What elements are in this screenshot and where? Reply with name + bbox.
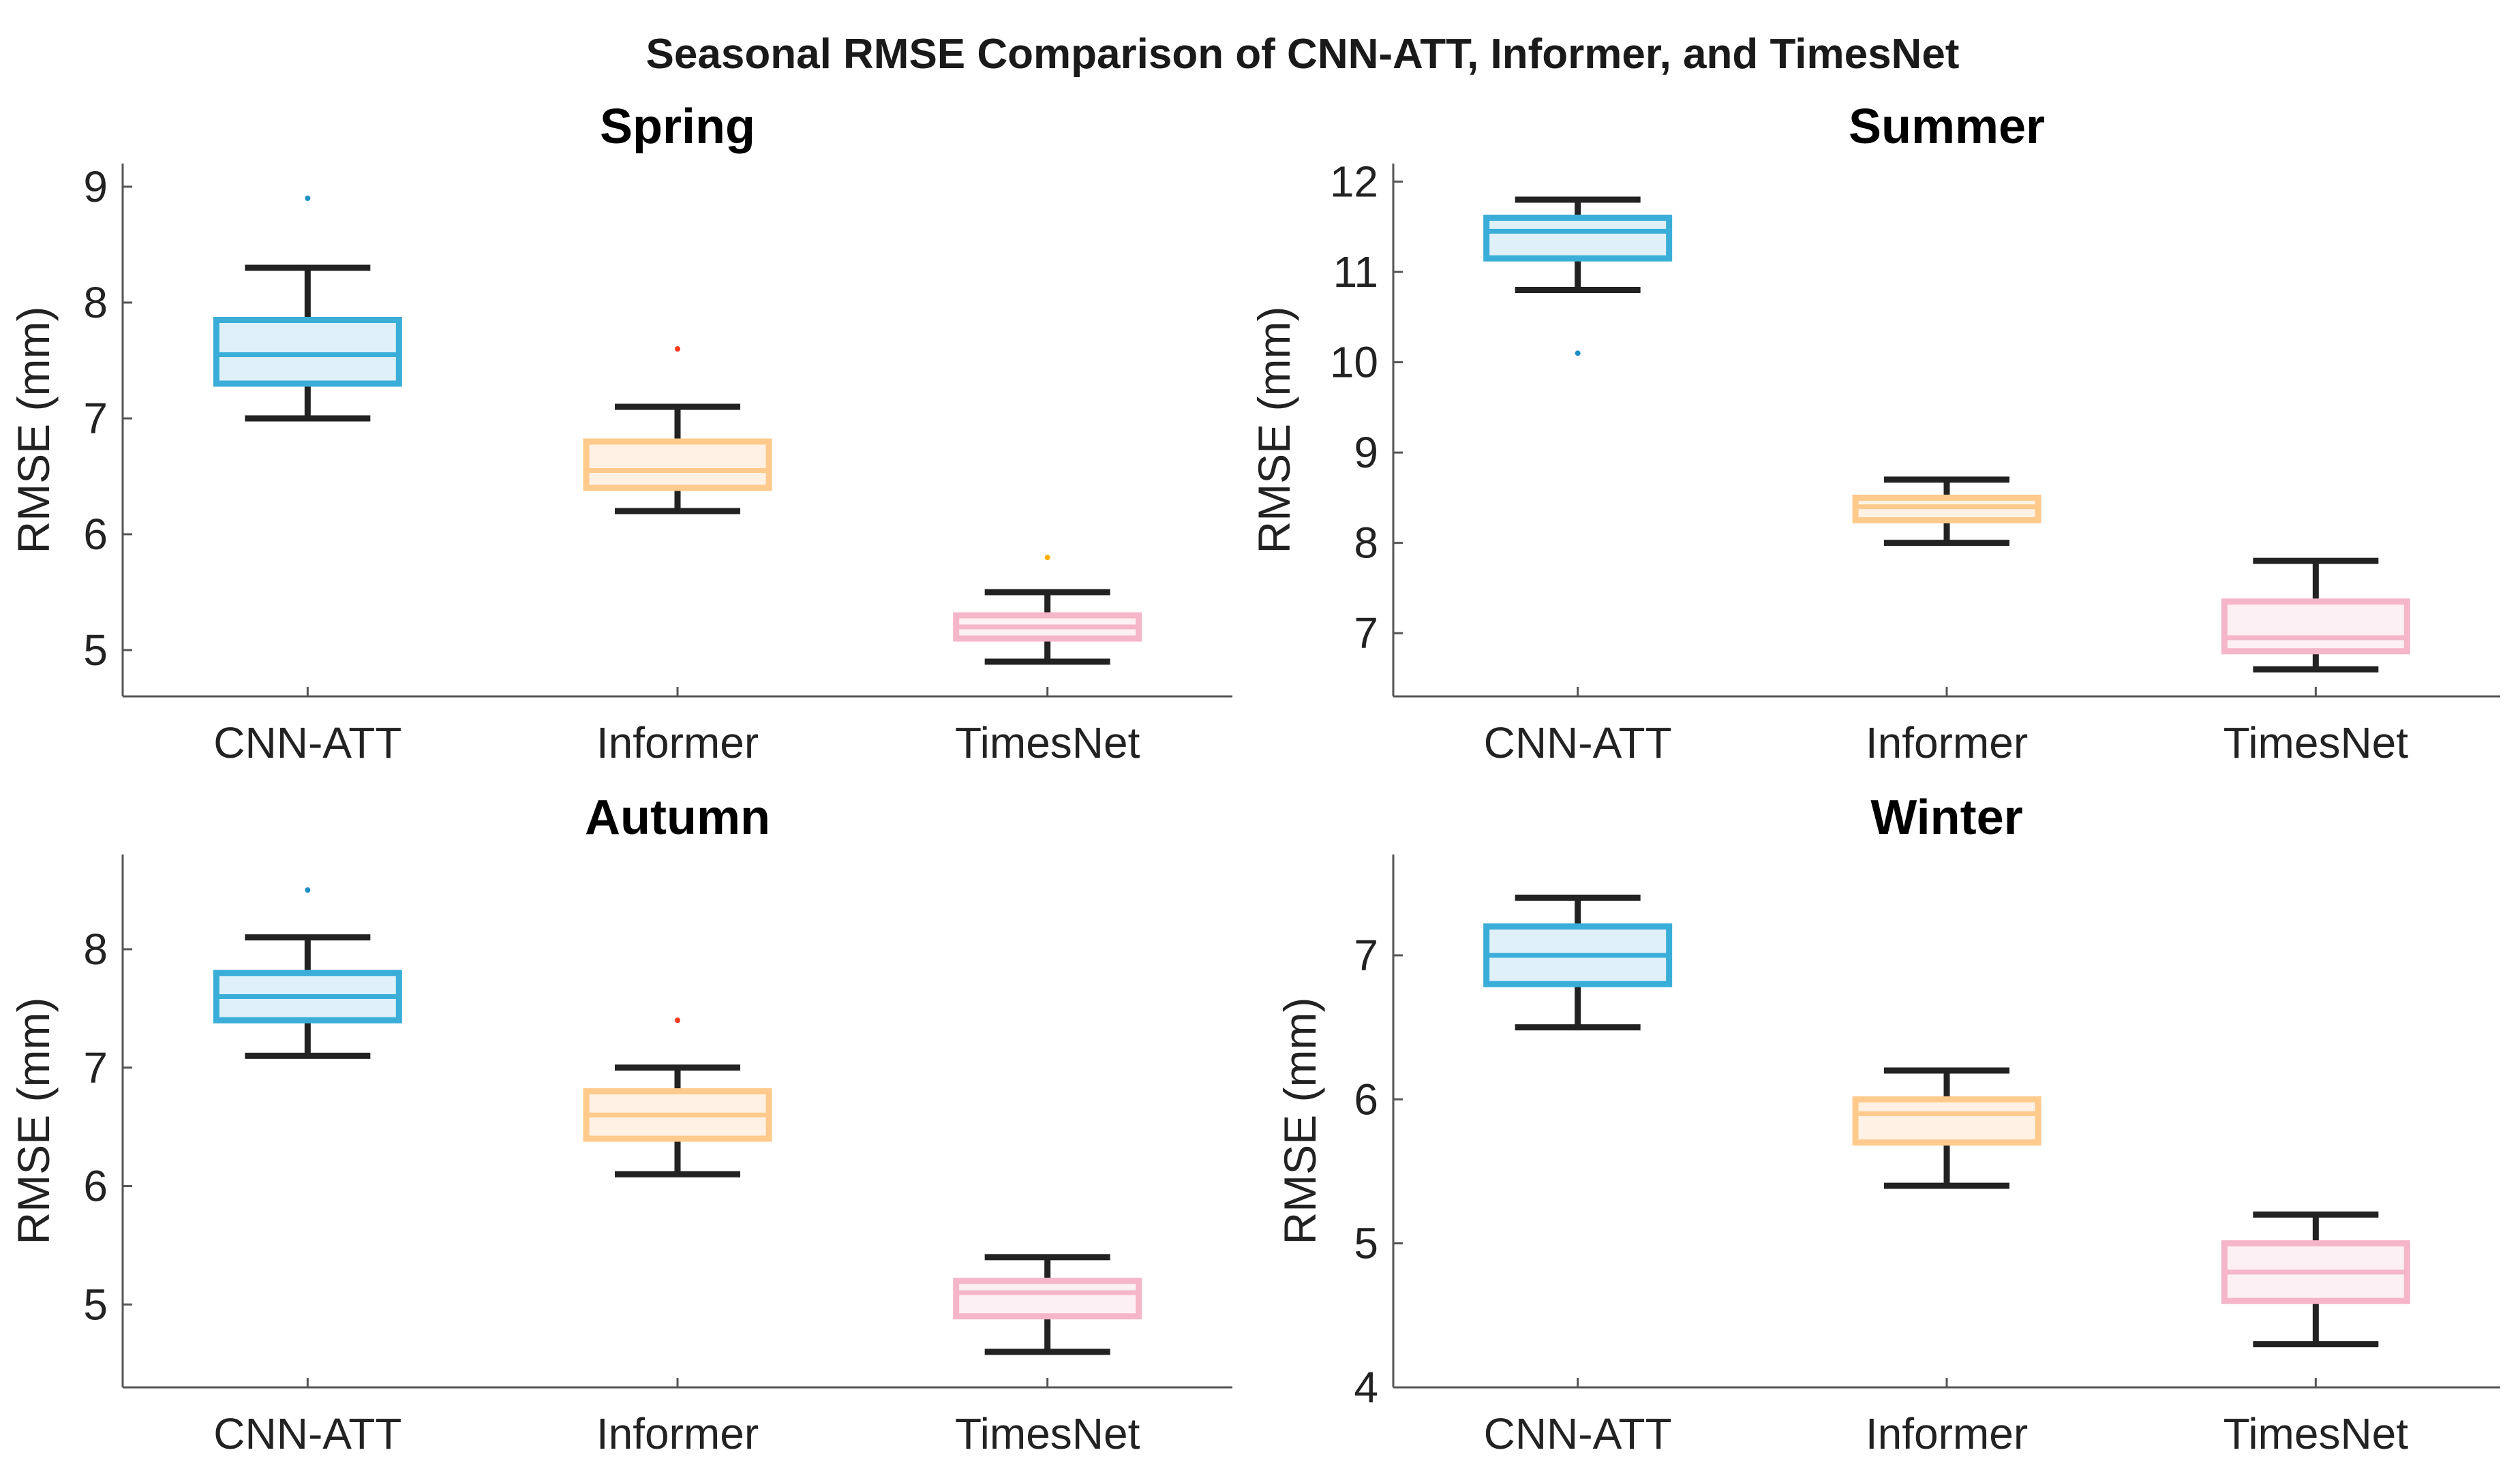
x-tick-label: Informer bbox=[1866, 718, 2028, 767]
box-iqr bbox=[2221, 598, 2410, 655]
box-cnn-att bbox=[213, 887, 402, 1059]
y-tick-label: 11 bbox=[1333, 247, 1378, 296]
y-tick-label: 8 bbox=[83, 278, 108, 327]
x-tick-label: CNN-ATT bbox=[1484, 1409, 1672, 1458]
box-cnn-att bbox=[213, 196, 402, 422]
panel-title-autumn: Autumn bbox=[585, 790, 770, 845]
panel-summer: Summer 7 8 9 10 11 12 CNN-ATT Informer TimesNet RM… bbox=[1249, 99, 2500, 767]
panel-title-spring: Spring bbox=[600, 99, 755, 154]
y-tick-label: 8 bbox=[83, 925, 108, 974]
box-iqr bbox=[213, 317, 402, 387]
outlier-point bbox=[305, 887, 311, 893]
y-tick-label: 6 bbox=[1354, 1075, 1378, 1124]
box-timesnet bbox=[953, 1254, 1142, 1355]
figure-title: Seasonal RMSE Comparison of CNN-ATT, Inf… bbox=[646, 31, 1960, 78]
y-tick-label: 6 bbox=[83, 1162, 108, 1211]
y-tick-label: 5 bbox=[83, 626, 108, 675]
x-tick-label: CNN-ATT bbox=[213, 1409, 401, 1458]
y-tick-label: 7 bbox=[1354, 609, 1378, 658]
panel-title-winter: Winter bbox=[1870, 790, 2022, 845]
x-tick-label: Informer bbox=[1866, 1409, 2028, 1458]
y-tick-label: 5 bbox=[1354, 1219, 1378, 1268]
y-tick-label: 9 bbox=[1354, 428, 1378, 477]
outlier-point bbox=[675, 346, 680, 352]
box-iqr bbox=[1852, 1096, 2041, 1146]
box-informer bbox=[583, 346, 772, 514]
box-timesnet bbox=[2221, 557, 2410, 673]
box-iqr bbox=[1483, 215, 1673, 262]
outlier-point bbox=[675, 1017, 680, 1023]
y-tick-label: 6 bbox=[83, 510, 108, 559]
x-tick-label: TimesNet bbox=[2223, 718, 2409, 767]
y-tick-label: 5 bbox=[83, 1280, 108, 1329]
y-axis-label: RMSE (mm) bbox=[1249, 307, 1299, 554]
y-tick-label: 7 bbox=[83, 1043, 108, 1092]
y-axis-label: RMSE (mm) bbox=[1275, 998, 1325, 1245]
panel-autumn: Autumn 5 6 7 8 CNN-ATT Informer TimesNet RMSE (m… bbox=[8, 790, 1232, 1458]
box-cnn-att bbox=[1483, 894, 1673, 1031]
box-informer bbox=[1852, 1067, 2041, 1189]
box-informer bbox=[1852, 476, 2041, 546]
x-tick-label: TimesNet bbox=[2223, 1409, 2409, 1458]
outlier-point bbox=[1044, 555, 1050, 560]
x-tick-label: Informer bbox=[596, 718, 759, 767]
y-axis-label: RMSE (mm) bbox=[8, 998, 59, 1245]
box-cnn-att bbox=[1483, 196, 1673, 356]
x-tick-label: CNN-ATT bbox=[213, 718, 401, 767]
panel-title-summer: Summer bbox=[1849, 99, 2045, 154]
box-timesnet bbox=[953, 555, 1142, 665]
y-tick-label: 7 bbox=[1354, 931, 1378, 980]
y-tick-label: 10 bbox=[1330, 338, 1378, 387]
y-tick-label: 8 bbox=[1354, 519, 1378, 568]
outlier-point bbox=[1575, 350, 1581, 356]
panel-spring: Spring 5 6 7 8 9 CNN-ATT Informer TimesNet RMSE (… bbox=[8, 99, 1232, 767]
x-tick-label: Informer bbox=[596, 1409, 759, 1458]
box-iqr bbox=[583, 438, 772, 491]
y-tick-label: 7 bbox=[83, 394, 108, 443]
outlier-point bbox=[305, 196, 311, 201]
x-tick-label: CNN-ATT bbox=[1484, 718, 1672, 767]
box-informer bbox=[583, 1017, 772, 1177]
y-tick-label: 9 bbox=[83, 162, 108, 211]
y-axis-label: RMSE (mm) bbox=[8, 307, 59, 554]
panel-winter: Winter 4 5 6 7 CNN-ATT Informer TimesNet RMSE (m… bbox=[1275, 790, 2500, 1458]
x-tick-label: TimesNet bbox=[955, 1409, 1140, 1458]
y-tick-label: 12 bbox=[1330, 157, 1378, 206]
box-timesnet bbox=[2221, 1211, 2410, 1348]
y-tick-label: 4 bbox=[1354, 1363, 1378, 1412]
panels: Spring 5 6 7 8 9 CNN-ATT Informer TimesNet RMSE (… bbox=[8, 99, 2500, 1458]
box-iqr bbox=[953, 1278, 1142, 1320]
x-tick-label: TimesNet bbox=[955, 718, 1140, 767]
